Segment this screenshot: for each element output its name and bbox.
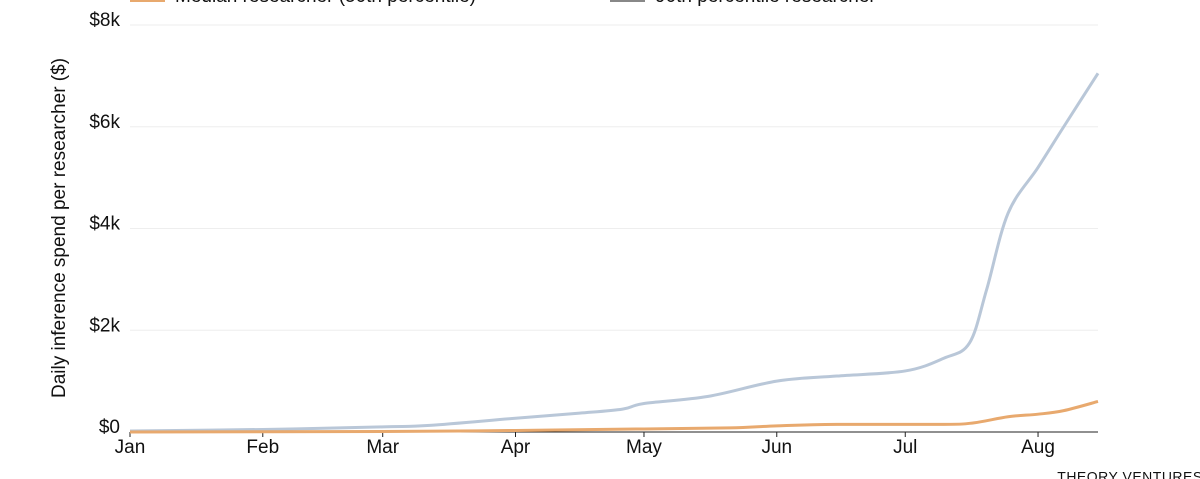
x-tick-label: Mar xyxy=(366,437,399,458)
x-tick-label: Jan xyxy=(115,437,146,458)
y-tick-label: $2k xyxy=(89,315,120,336)
x-tick-label: Feb xyxy=(246,437,279,458)
x-tick-label: May xyxy=(626,437,662,458)
x-tick-label: Aug xyxy=(1021,437,1055,458)
y-tick-label: $8k xyxy=(89,10,120,31)
source: THEORY VENTURES xyxy=(1057,469,1200,479)
line xyxy=(129,72,1100,433)
x-tick-label: Jul xyxy=(893,437,917,458)
legend-label: Median researcher (50th percentile) xyxy=(175,0,476,7)
line xyxy=(129,400,1099,434)
y-tick-label: $0 xyxy=(99,417,120,438)
x-tick-label: Jun xyxy=(761,437,792,458)
legend-label: 90th percentile researcher xyxy=(655,0,876,7)
y-axis-label: Daily inference spend per researcher ($) xyxy=(49,58,70,398)
x-tick-label: Apr xyxy=(501,437,531,458)
y-tick-label: $6k xyxy=(89,112,120,133)
y-tick-label: $4k xyxy=(89,214,120,235)
